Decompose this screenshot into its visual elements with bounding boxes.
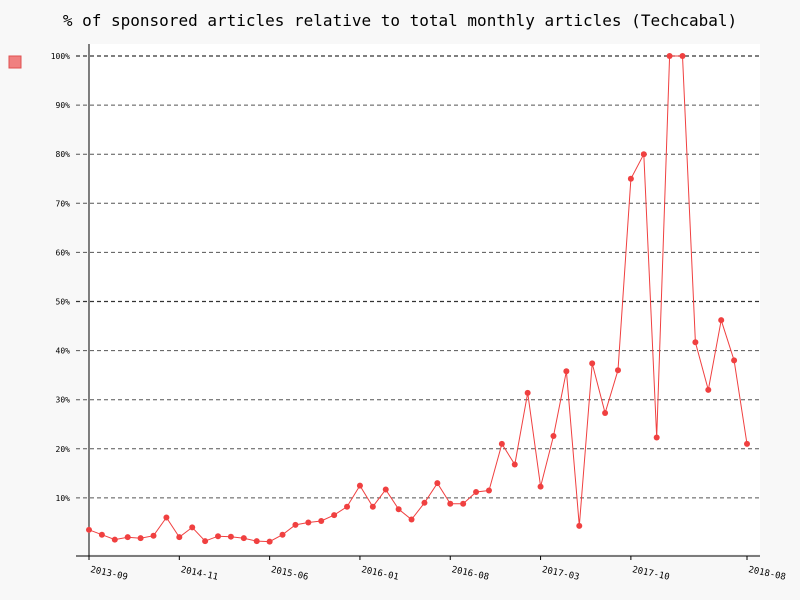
- data-point: [576, 522, 583, 529]
- series-polyline: [88, 55, 748, 543]
- data-point: [240, 535, 247, 542]
- x-tick-label: 2016-01: [360, 565, 399, 583]
- data-point: [744, 440, 750, 447]
- data-point: [563, 368, 570, 375]
- data-point: [176, 534, 183, 541]
- legend-swatch: [8, 55, 22, 69]
- data-point: [511, 461, 518, 468]
- y-tick-label: 40%: [56, 347, 71, 356]
- data-point: [150, 532, 157, 539]
- data-point: [550, 433, 557, 440]
- data-point: [679, 53, 686, 59]
- x-tick-label: 2017-03: [541, 565, 580, 583]
- y-tick-label: 80%: [56, 150, 71, 159]
- y-tick-label: 30%: [56, 396, 71, 405]
- data-point: [344, 503, 351, 510]
- data-point: [485, 487, 492, 494]
- x-tick-label: 2013-09: [89, 565, 128, 583]
- y-tick-label: 90%: [56, 101, 71, 110]
- data-point: [189, 524, 196, 531]
- data-point: [163, 514, 170, 521]
- y-tick-label: 50%: [56, 298, 71, 307]
- data-point: [653, 434, 660, 441]
- data-point: [718, 317, 725, 324]
- data-point: [202, 538, 209, 545]
- data-point: [382, 486, 389, 493]
- data-point: [602, 409, 609, 416]
- data-point: [227, 533, 234, 540]
- data-point: [421, 499, 428, 506]
- data-point: [279, 531, 286, 538]
- data-point: [434, 480, 441, 487]
- data-point: [731, 357, 738, 364]
- x-tick-label: 2017-10: [631, 565, 670, 583]
- data-point: [473, 489, 480, 496]
- data-point: [137, 535, 144, 542]
- x-tick-label: 2016-08: [451, 565, 490, 583]
- data-point: [395, 506, 402, 513]
- data-point: [266, 538, 273, 545]
- series-line: [88, 55, 748, 543]
- data-point: [292, 521, 299, 528]
- y-tick-label: 60%: [56, 248, 71, 257]
- x-tick-label: 2018-08: [747, 565, 786, 583]
- data-point: [111, 536, 118, 543]
- x-tick-label: 2014-11: [180, 565, 219, 583]
- data-point: [369, 503, 376, 510]
- data-point: [460, 500, 467, 507]
- data-point: [305, 519, 312, 526]
- y-tick-label: 100%: [51, 52, 70, 61]
- data-point: [666, 53, 673, 59]
- data-point: [498, 440, 505, 447]
- data-point: [356, 482, 363, 489]
- y-tick-label: 10%: [56, 494, 71, 503]
- plot-area: [89, 44, 760, 554]
- x-tick-labels: 2013-09 2014-11 2015-06 2016-01 2016-08 2017-…: [88, 556, 787, 583]
- data-point: [614, 367, 621, 374]
- data-point: [408, 516, 415, 523]
- data-point: [86, 526, 92, 533]
- chart-title: % of sponsored articles relative to tota…: [63, 11, 737, 30]
- data-point: [705, 386, 712, 393]
- data-point: [215, 533, 222, 540]
- data-points: [86, 53, 750, 545]
- data-point: [640, 151, 647, 158]
- data-point: [331, 512, 338, 519]
- data-point: [627, 175, 634, 182]
- y-tick-label: 70%: [56, 199, 71, 208]
- data-point: [98, 531, 105, 538]
- y-tick-label: 20%: [56, 445, 71, 454]
- x-tick-label: 2015-06: [270, 565, 309, 583]
- data-point: [692, 339, 699, 346]
- data-point: [253, 538, 260, 545]
- data-point: [537, 483, 544, 490]
- data-point: [318, 517, 325, 524]
- data-point: [524, 389, 531, 396]
- data-point: [589, 360, 596, 367]
- data-point: [124, 534, 131, 541]
- y-tick-labels: 10% 20% 30% 40% 50% 60% 70% 80% 90% 100%: [51, 52, 70, 503]
- data-point: [447, 500, 454, 507]
